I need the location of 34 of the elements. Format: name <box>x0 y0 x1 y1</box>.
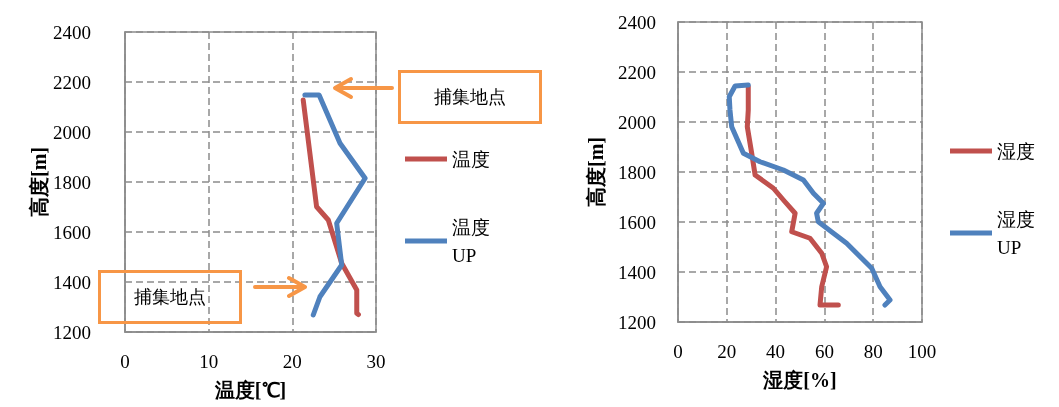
y-tick-label: 2000 <box>618 111 656 133</box>
y-axis-title: 高度[m] <box>28 147 51 217</box>
x-tick-label: 0 <box>673 341 683 362</box>
legend-label: 湿度 <box>997 140 1035 162</box>
annotation: 捕集地点 <box>98 270 242 324</box>
legend-label: 湿度 UP <box>997 208 1040 258</box>
x-tick-label: 100 <box>907 341 937 362</box>
y-tick-label: 2400 <box>618 11 656 33</box>
y-axis-title: 高度[m] <box>585 137 607 207</box>
y-tick-label: 1600 <box>53 221 91 243</box>
x-tick-label: 30 <box>366 351 386 372</box>
x-tick-label: 20 <box>282 351 302 372</box>
y-tick-label: 1800 <box>618 161 656 183</box>
x-tick-label: 10 <box>199 351 219 372</box>
x-tick-label: 0 <box>120 351 130 372</box>
y-tick-label: 2400 <box>53 21 91 43</box>
x-tick-label: 20 <box>717 341 737 362</box>
y-tick-label: 2000 <box>53 121 91 143</box>
y-tick-label: 1200 <box>53 321 91 343</box>
y-tick-label: 2200 <box>53 71 91 93</box>
legend-label: 温度 UP <box>452 216 495 266</box>
x-tick-label: 40 <box>766 341 786 362</box>
legend-label: 温度 <box>452 148 490 170</box>
y-tick-label: 1200 <box>618 311 656 333</box>
y-tick-label: 1600 <box>618 211 656 233</box>
y-tick-label: 2200 <box>618 61 656 83</box>
x-axis-title: 温度[℃] <box>213 379 287 401</box>
text: 捕集地点 <box>398 70 542 124</box>
y-tick-label: 1400 <box>618 261 656 283</box>
y-tick-label: 1800 <box>53 171 91 193</box>
y-tick-label: 1400 <box>53 271 91 293</box>
x-axis-title: 湿度[%] <box>762 369 837 391</box>
x-tick-label: 60 <box>814 341 834 362</box>
x-tick-label: 80 <box>863 341 883 362</box>
